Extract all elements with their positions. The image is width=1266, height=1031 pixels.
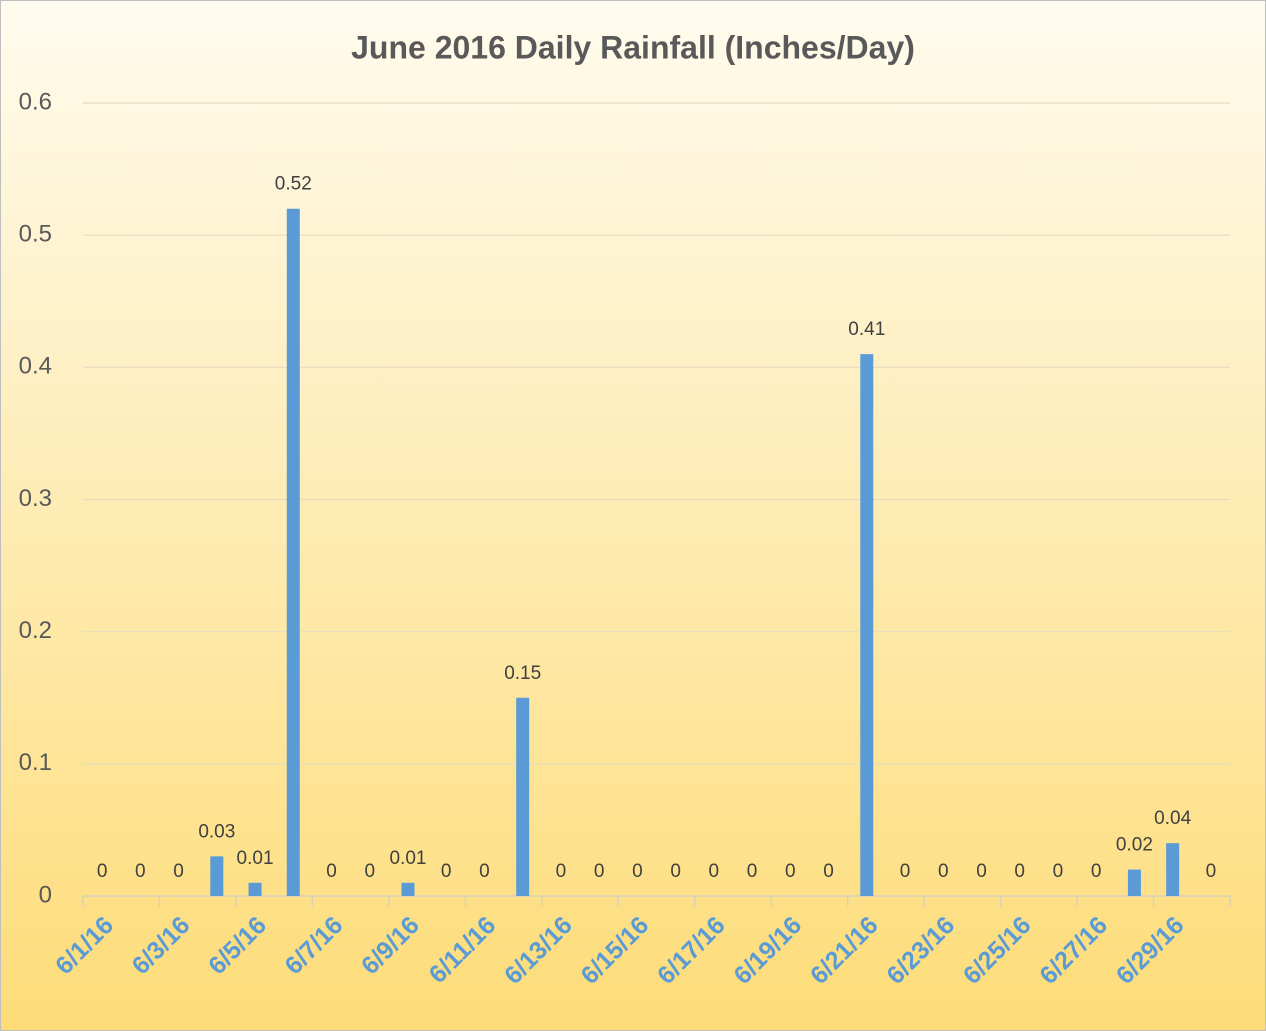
- bar: [860, 354, 874, 896]
- data-label: 0: [900, 861, 911, 882]
- bar: [401, 882, 415, 896]
- data-label: 0: [135, 861, 146, 882]
- data-label: 0: [556, 861, 567, 882]
- data-label: 0.03: [198, 821, 235, 842]
- bar: [210, 856, 224, 896]
- y-tick-label: 0.1: [19, 749, 52, 776]
- y-tick-label: 0.2: [19, 617, 52, 644]
- data-label: 0: [1091, 861, 1102, 882]
- data-label: 0.15: [504, 663, 541, 684]
- data-label: 0.01: [389, 848, 426, 869]
- data-label: 0: [1206, 861, 1217, 882]
- data-label: 0: [1014, 861, 1025, 882]
- bar: [516, 697, 530, 896]
- data-label: 0: [479, 861, 490, 882]
- y-tick-label: 0.6: [19, 88, 52, 115]
- y-tick-label: 0.3: [19, 485, 52, 512]
- data-label: 0: [823, 861, 834, 882]
- data-label: 0.41: [848, 319, 885, 340]
- data-label: 0: [97, 861, 108, 882]
- data-label: 0: [785, 861, 796, 882]
- data-label: 0.02: [1116, 835, 1153, 856]
- data-label: 0: [709, 861, 720, 882]
- data-label: 0: [173, 861, 184, 882]
- bar: [1166, 843, 1180, 896]
- data-label: 0.01: [237, 848, 274, 869]
- data-label: 0: [1053, 861, 1064, 882]
- data-label: 0: [441, 861, 452, 882]
- data-label: 0.52: [275, 174, 312, 195]
- data-label: 0: [364, 861, 375, 882]
- data-label: 0: [670, 861, 681, 882]
- data-label: 0: [976, 861, 987, 882]
- data-label: 0: [632, 861, 643, 882]
- data-label: 0: [326, 861, 337, 882]
- data-label: 0: [594, 861, 605, 882]
- bar: [1127, 869, 1141, 896]
- y-tick-label: 0.5: [19, 221, 52, 248]
- chart-title: June 2016 Daily Rainfall (Inches/Day): [351, 29, 915, 65]
- y-tick-label: 0.4: [19, 353, 52, 380]
- data-label: 0: [938, 861, 949, 882]
- data-label: 0: [747, 861, 758, 882]
- bar: [286, 208, 300, 896]
- data-label: 0.04: [1154, 808, 1191, 829]
- y-tick-label: 0: [39, 881, 52, 908]
- bar: [248, 882, 262, 896]
